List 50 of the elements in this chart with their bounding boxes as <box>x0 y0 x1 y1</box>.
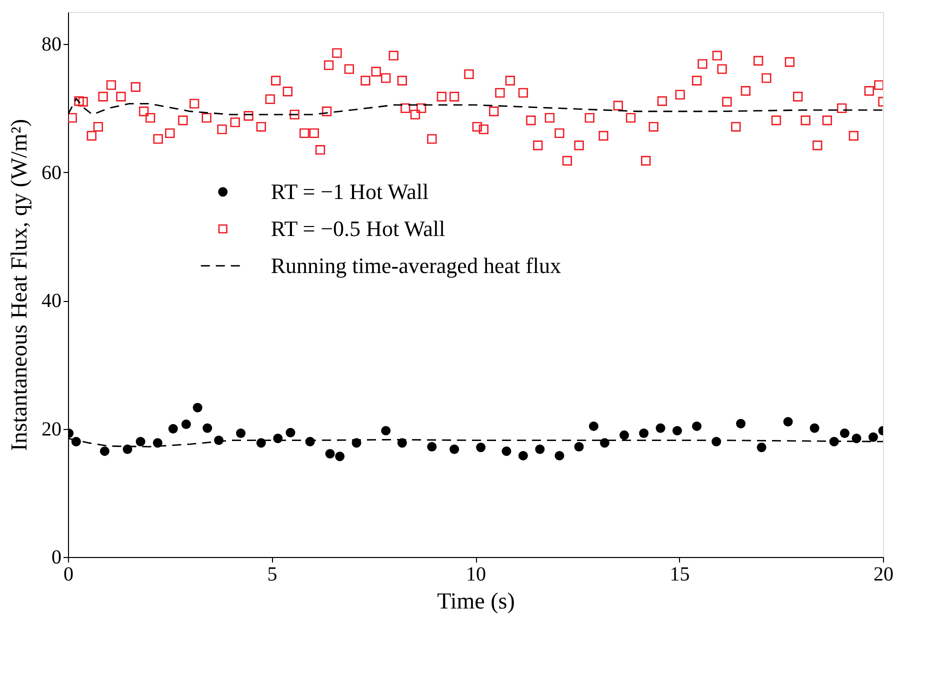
y-axis-title: Instantaneous Heat Flux, qy (W/m²) <box>6 118 32 452</box>
x-tick-label: 15 <box>670 564 690 586</box>
legend-label: Running time-averaged heat flux <box>270 252 562 278</box>
point <box>574 442 584 452</box>
point <box>168 424 178 434</box>
y-tick-label: 80 <box>42 34 62 56</box>
point <box>335 452 345 462</box>
legend-label: RT = −1 Hot Wall <box>270 178 429 204</box>
y-tick-label: 60 <box>42 162 62 184</box>
y-tick-label: 40 <box>42 290 62 312</box>
point <box>256 438 266 448</box>
point <box>840 428 850 438</box>
point <box>810 423 820 433</box>
point <box>427 442 437 452</box>
y-tick-label: 20 <box>42 418 62 440</box>
point <box>286 428 296 438</box>
point <box>136 436 146 446</box>
point <box>639 428 649 438</box>
x-tick-label: 5 <box>267 564 278 586</box>
point <box>600 438 610 448</box>
x-tick-label: 20 <box>874 564 894 586</box>
point <box>476 442 486 452</box>
point <box>236 428 246 438</box>
point <box>192 402 202 412</box>
point <box>756 442 766 452</box>
point <box>619 430 629 440</box>
point <box>588 421 598 431</box>
point <box>783 416 793 426</box>
point <box>692 421 702 431</box>
point <box>656 423 666 433</box>
point <box>554 450 564 460</box>
point <box>152 438 162 448</box>
x-tick-label: 10 <box>466 564 486 586</box>
y-tick-label: 0 <box>52 546 62 568</box>
point <box>325 449 335 459</box>
point <box>450 444 460 454</box>
point <box>100 446 110 456</box>
point <box>122 444 132 454</box>
point <box>381 426 391 436</box>
point <box>518 450 528 460</box>
x-axis-title: Time (s) <box>437 588 515 614</box>
point <box>736 418 746 428</box>
point <box>535 444 545 454</box>
point <box>502 446 512 456</box>
point <box>202 423 212 433</box>
point <box>852 434 862 444</box>
point <box>868 432 878 442</box>
legend-label: RT = −0.5 Hot Wall <box>270 216 446 241</box>
point <box>181 420 191 430</box>
point <box>672 426 682 436</box>
